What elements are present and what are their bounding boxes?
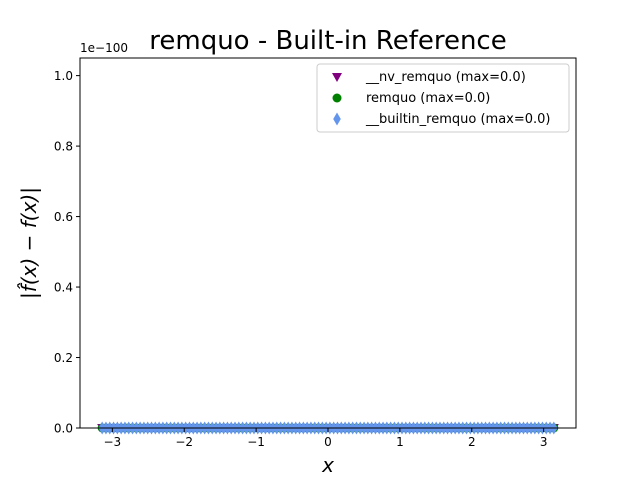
x-tick-label: 1 [396,435,404,449]
y-tick-label: 1.0 [54,69,73,83]
y-offset-text: 1e−100 [80,41,128,55]
x-tick-label: −3 [103,435,121,449]
x-tick-label: 3 [540,435,548,449]
legend: __nv_remquo (max=0.0) remquo (max=0.0) _… [316,63,570,133]
legend-marker-2 [333,112,341,126]
legend-marker-0 [332,73,342,82]
legend-label-remquo: remquo (max=0.0) [366,91,490,106]
x-tick-label: 0 [324,435,332,449]
y-ticks: 0.0 0.2 0.4 0.6 0.8 1.0 [54,69,80,436]
y-axis-label: |f̂(x) − f(x)| [17,187,41,299]
legend-marker-1 [332,93,342,103]
legend-box [316,63,570,133]
x-ticks: −3 −2 −1 0 1 2 3 [103,428,547,449]
plot-frame [79,57,577,429]
y-tick-label: 0.6 [54,210,73,224]
y-tick-label: 0.0 [54,422,73,436]
legend-markers [332,73,342,126]
y-tick-label: 0.8 [54,140,73,154]
x-tick-label: −1 [247,435,265,449]
legend-label-nv-remquo: __nv_remquo (max=0.0) [365,70,526,85]
y-tick-label: 0.2 [54,351,73,365]
y-tick-label: 0.4 [54,281,73,295]
chart-title: remquo - Built-in Reference [149,26,506,56]
x-tick-label: −2 [175,435,193,449]
x-tick-label: 2 [468,435,476,449]
legend-label-builtin-remquo: __builtin_remquo (max=0.0) [365,112,551,127]
x-axis-label: x [321,453,334,477]
